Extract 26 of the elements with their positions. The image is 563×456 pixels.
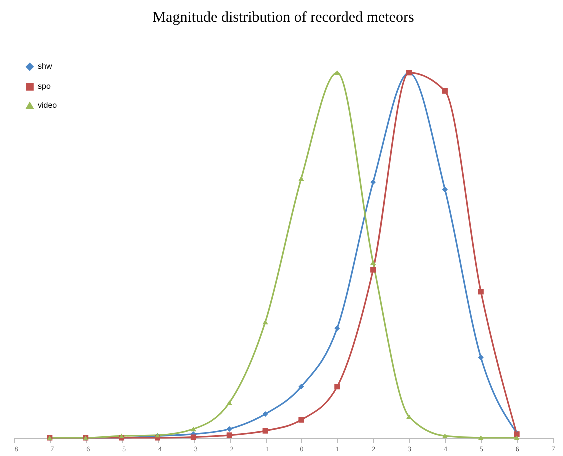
point	[370, 180, 376, 186]
point	[370, 267, 376, 273]
point	[262, 320, 268, 325]
point	[478, 436, 484, 440]
point	[478, 289, 484, 295]
point	[334, 384, 340, 390]
point	[298, 384, 304, 390]
point	[442, 88, 448, 94]
point	[298, 417, 304, 423]
chart-title: Magnitude distribution of recorded meteors	[152, 10, 414, 26]
point	[226, 432, 232, 438]
point	[190, 434, 196, 440]
point	[334, 326, 340, 332]
point	[190, 426, 196, 432]
legend-label: shw	[38, 62, 52, 71]
point	[226, 400, 232, 406]
point	[370, 260, 376, 266]
point	[262, 428, 268, 434]
point	[442, 434, 448, 439]
point	[262, 412, 268, 418]
point	[442, 186, 448, 192]
point	[226, 426, 232, 432]
legend-label: video	[38, 101, 58, 110]
point	[478, 354, 484, 360]
legend-label: spo	[38, 82, 52, 91]
point	[298, 176, 304, 182]
